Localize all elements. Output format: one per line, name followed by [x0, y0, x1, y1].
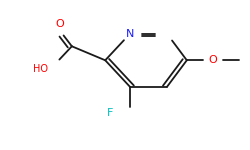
- Text: F: F: [107, 108, 113, 118]
- Text: O: O: [55, 19, 64, 29]
- Text: N: N: [126, 29, 134, 39]
- Text: O: O: [208, 55, 217, 65]
- Text: HO: HO: [33, 64, 48, 74]
